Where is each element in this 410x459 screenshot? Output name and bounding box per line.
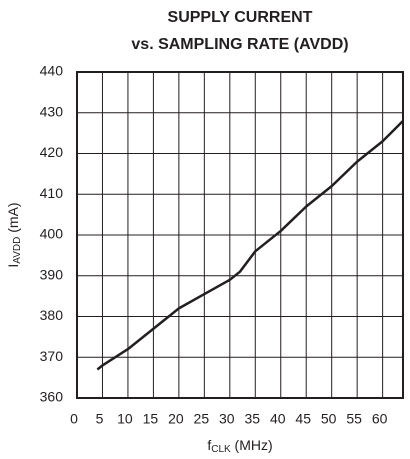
y-tick-label: 390: [40, 266, 64, 282]
y-label-sub: AVDD: [12, 237, 23, 264]
y-tick-label: 420: [40, 144, 64, 160]
x-label-main: f: [207, 437, 211, 453]
x-tick-label: 60: [372, 411, 388, 427]
y-tick-label: 440: [40, 63, 64, 79]
y-axis-label: IAVDD (mA): [5, 202, 23, 267]
chart-title: SUPPLY CURRENT: [168, 9, 313, 26]
x-tick-label: 25: [194, 411, 210, 427]
chart-title: vs. SAMPLING RATE (AVDD): [131, 36, 348, 53]
x-tick-label: 10: [117, 411, 133, 427]
x-tick-label: 30: [219, 411, 235, 427]
y-tick-label: 370: [40, 348, 64, 364]
y-tick-label: 400: [40, 226, 64, 242]
x-label-unit: (MHz): [231, 437, 273, 453]
x-tick-label: 35: [244, 411, 260, 427]
x-axis-label: fCLK (MHz): [207, 437, 272, 455]
x-tick-label: 40: [270, 411, 286, 427]
x-tick-label: 15: [143, 411, 159, 427]
y-tick-label: 430: [40, 103, 64, 119]
data-line: [96, 120, 404, 371]
y-label-main: I: [5, 264, 21, 268]
y-tick-label: 360: [40, 389, 64, 405]
x-tick-label: 45: [295, 411, 311, 427]
y-tick-label: 410: [40, 185, 64, 201]
x-tick-label: 55: [346, 411, 362, 427]
y-label-unit: (mA): [5, 202, 21, 236]
plot-frame: [76, 71, 404, 399]
x-label-sub: CLK: [211, 444, 231, 455]
x-tick-label: 5: [96, 411, 104, 427]
y-tick-label: 380: [40, 307, 64, 323]
x-tick-label: 20: [168, 411, 184, 427]
x-tick-label: 0: [70, 411, 78, 427]
x-tick-label: 50: [321, 411, 337, 427]
